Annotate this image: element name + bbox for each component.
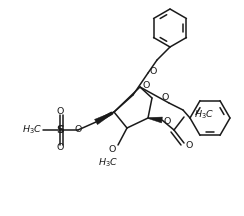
Text: O: O xyxy=(56,143,64,152)
Text: O: O xyxy=(161,94,169,103)
Text: O: O xyxy=(56,106,64,116)
Text: O: O xyxy=(74,125,82,135)
Text: O: O xyxy=(163,118,171,127)
Text: $H_3C$: $H_3C$ xyxy=(22,124,42,136)
Text: O: O xyxy=(185,140,193,149)
Text: O: O xyxy=(149,67,157,76)
Text: $H_3C$: $H_3C$ xyxy=(194,109,214,121)
Polygon shape xyxy=(94,111,114,125)
Text: S: S xyxy=(56,125,64,135)
Text: O: O xyxy=(142,81,150,89)
Text: O: O xyxy=(108,145,116,154)
Polygon shape xyxy=(148,117,163,123)
Text: $H_3C$: $H_3C$ xyxy=(98,157,118,169)
